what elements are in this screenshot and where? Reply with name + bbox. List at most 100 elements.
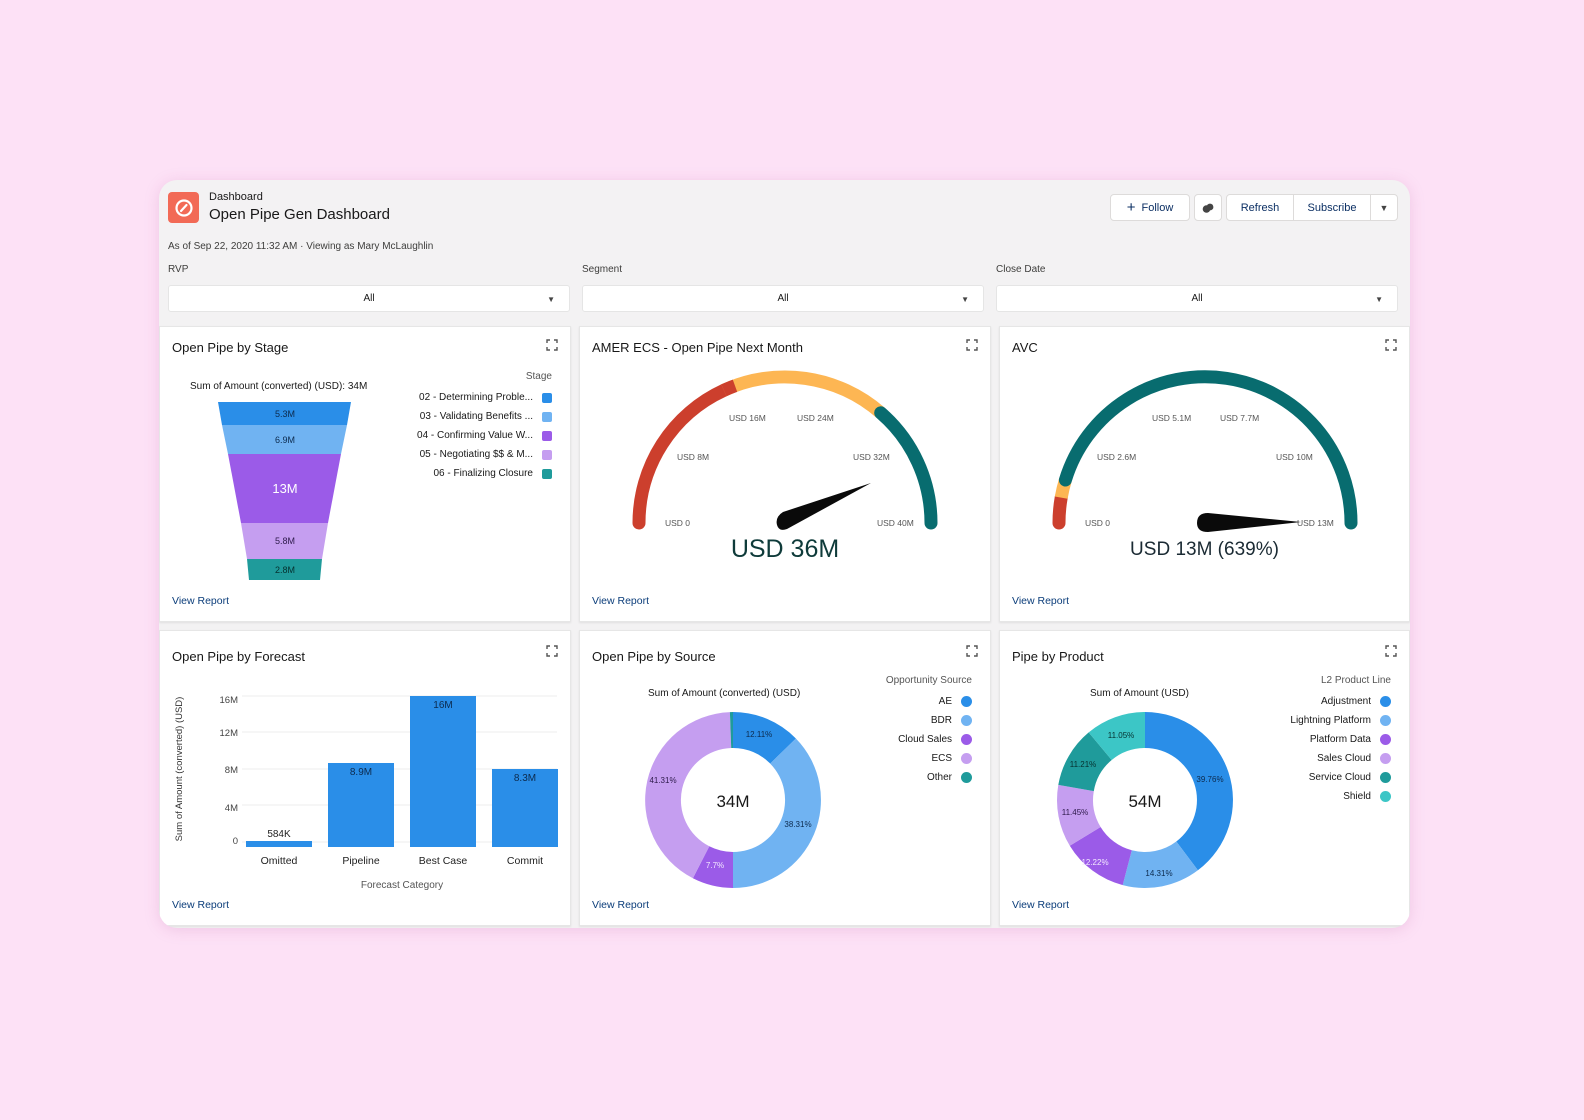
view-report-link[interactable]: View Report — [592, 899, 650, 911]
svg-text:Sum of Amount (converted) (USD: Sum of Amount (converted) (USD) — [174, 697, 185, 842]
legend-item[interactable]: 06 - Finalizing Closure — [417, 464, 552, 483]
view-report-link[interactable]: View Report — [1012, 899, 1070, 911]
funnel-segment[interactable] — [222, 425, 347, 454]
segment-label: 5.3M — [275, 409, 295, 419]
expand-icon[interactable] — [1385, 339, 1397, 351]
view-report-link[interactable]: View Report — [1012, 595, 1070, 607]
filter-rvp: RVP All ▼ — [168, 263, 570, 312]
chart-legend: L2 Product Line Adjustment Lightning Pla… — [1290, 675, 1391, 806]
legend-item[interactable]: AE — [886, 692, 972, 711]
legend-item[interactable]: 03 - Validating Benefits ... — [417, 407, 552, 426]
funnel-segment[interactable] — [218, 402, 351, 425]
expand-icon[interactable] — [546, 645, 558, 657]
legend-item[interactable]: Sales Cloud — [1290, 749, 1391, 768]
gauge-needle — [776, 483, 871, 530]
rvp-select[interactable]: All ▼ — [168, 285, 570, 312]
collaborate-button[interactable] — [1194, 194, 1222, 221]
filter-close-date: Close Date All ▼ — [996, 263, 1398, 312]
card-pipe-by-product: Pipe by Product Sum of Amount (USD) — [999, 630, 1410, 926]
svg-text:USD 40M: USD 40M — [877, 518, 914, 528]
bar-commit[interactable] — [492, 769, 558, 847]
dashboard-grid: Open Pipe by Stage Sum of Amount (conver… — [159, 326, 1410, 926]
legend-title: Stage — [525, 371, 552, 382]
header-actions: + Follow Refresh Subscribe ▼ — [1110, 194, 1398, 221]
card-title: Pipe by Product — [1012, 649, 1104, 664]
view-report-link[interactable]: View Report — [592, 595, 650, 607]
view-report-link[interactable]: View Report — [172, 899, 230, 911]
filter-label: RVP — [168, 264, 189, 275]
more-actions-button[interactable]: ▼ — [1370, 194, 1398, 221]
legend-item[interactable]: Lightning Platform — [1290, 711, 1391, 730]
svg-text:38.31%: 38.31% — [784, 820, 811, 829]
svg-text:USD 16M: USD 16M — [729, 413, 766, 423]
legend-item[interactable]: 02 - Determining Proble... — [417, 388, 552, 407]
gauge-chart: USD 0 USD 8M USD 16M USD 24M USD 32M USD… — [632, 370, 938, 530]
svg-text:39.76%: 39.76% — [1196, 775, 1223, 784]
segment-select[interactable]: All ▼ — [582, 285, 984, 312]
subscribe-button[interactable]: Subscribe — [1293, 194, 1371, 221]
legend-item[interactable]: Other — [886, 768, 972, 787]
svg-text:11.21%: 11.21% — [1070, 760, 1097, 769]
follow-button[interactable]: + Follow — [1110, 194, 1190, 221]
svg-text:USD 24M: USD 24M — [797, 413, 834, 423]
expand-icon[interactable] — [1385, 645, 1397, 657]
legend-item[interactable]: Shield — [1290, 787, 1391, 806]
expand-icon[interactable] — [966, 339, 978, 351]
chevron-down-icon: ▼ — [1379, 202, 1389, 213]
legend-title: Opportunity Source — [885, 675, 972, 686]
bar-best-case[interactable] — [410, 696, 476, 847]
chart-legend: Opportunity Source AE BDR Cloud Sales EC… — [886, 675, 972, 787]
legend-item[interactable]: Adjustment — [1290, 692, 1391, 711]
card-open-pipe-by-stage: Open Pipe by Stage Sum of Amount (conver… — [159, 326, 571, 622]
filter-bar: RVP All ▼ Segment All ▼ Close Date All ▼ — [168, 263, 1398, 312]
refresh-button[interactable]: Refresh — [1226, 194, 1294, 221]
svg-text:8.9M: 8.9M — [350, 767, 372, 778]
card-open-pipe-by-forecast: Open Pipe by Forecast 16M 12M 8M 4M 0 Su — [159, 630, 571, 926]
legend-item[interactable]: Service Cloud — [1290, 768, 1391, 787]
card-avc-gauge: AVC USD 0 USD 2.6M USD 5.1M USD 7.7M USD… — [999, 326, 1410, 622]
close-date-select[interactable]: All ▼ — [996, 285, 1398, 312]
legend-item[interactable]: Platform Data — [1290, 730, 1391, 749]
donut-chart: 12.11% 38.31% 7.7% 41.31% 34M — [645, 712, 821, 888]
svg-text:Pipeline: Pipeline — [342, 855, 380, 867]
segment-label: 5.8M — [275, 536, 295, 546]
funnel-segment[interactable] — [241, 523, 328, 559]
expand-icon[interactable] — [546, 339, 558, 351]
svg-text:USD 2.6M: USD 2.6M — [1097, 452, 1136, 462]
gauge-icon — [168, 192, 199, 223]
svg-text:Omitted: Omitted — [261, 855, 298, 867]
view-report-link[interactable]: View Report — [172, 595, 230, 607]
filter-label: Segment — [582, 264, 623, 275]
svg-text:584K: 584K — [267, 829, 291, 840]
funnel-segment[interactable] — [247, 559, 322, 580]
card-open-pipe-by-source: Open Pipe by Source Sum of Amount (conve… — [579, 630, 991, 926]
svg-text:12.22%: 12.22% — [1081, 858, 1108, 867]
page-title: Open Pipe Gen Dashboard — [209, 206, 390, 223]
svg-text:USD 13M: USD 13M — [1297, 518, 1334, 528]
bar-omitted[interactable] — [246, 841, 312, 847]
legend-item[interactable]: ECS — [886, 749, 972, 768]
segment-label: 13M — [272, 481, 297, 496]
gauge-value: USD 36M — [730, 535, 840, 563]
svg-text:USD 32M: USD 32M — [853, 452, 890, 462]
bar-pipeline[interactable] — [328, 763, 394, 847]
svg-text:41.31%: 41.31% — [649, 776, 676, 785]
svg-text:USD 10M: USD 10M — [1276, 452, 1313, 462]
segment-label: 2.8M — [275, 565, 295, 575]
svg-text:USD 0: USD 0 — [1085, 518, 1110, 528]
legend-item[interactable]: 05 - Negotiating $$ & M... — [417, 445, 552, 464]
legend-item[interactable]: BDR — [886, 711, 972, 730]
legend-item[interactable]: Cloud Sales — [886, 730, 972, 749]
svg-text:USD 0: USD 0 — [665, 518, 690, 528]
as-of-text: As of Sep 22, 2020 11:32 AM · Viewing as… — [168, 241, 434, 252]
svg-text:USD 8M: USD 8M — [677, 452, 709, 462]
caret-down-icon: ▼ — [547, 295, 555, 304]
svg-text:8M: 8M — [225, 765, 238, 776]
legend-item[interactable]: 04 - Confirming Value W... — [417, 426, 552, 445]
caret-down-icon: ▼ — [1375, 295, 1383, 304]
chat-bubbles-icon — [1202, 203, 1214, 213]
expand-icon[interactable] — [966, 645, 978, 657]
funnel-segment[interactable] — [228, 454, 341, 523]
caret-down-icon: ▼ — [961, 295, 969, 304]
dashboard-window: Dashboard Open Pipe Gen Dashboard As of … — [159, 180, 1410, 928]
